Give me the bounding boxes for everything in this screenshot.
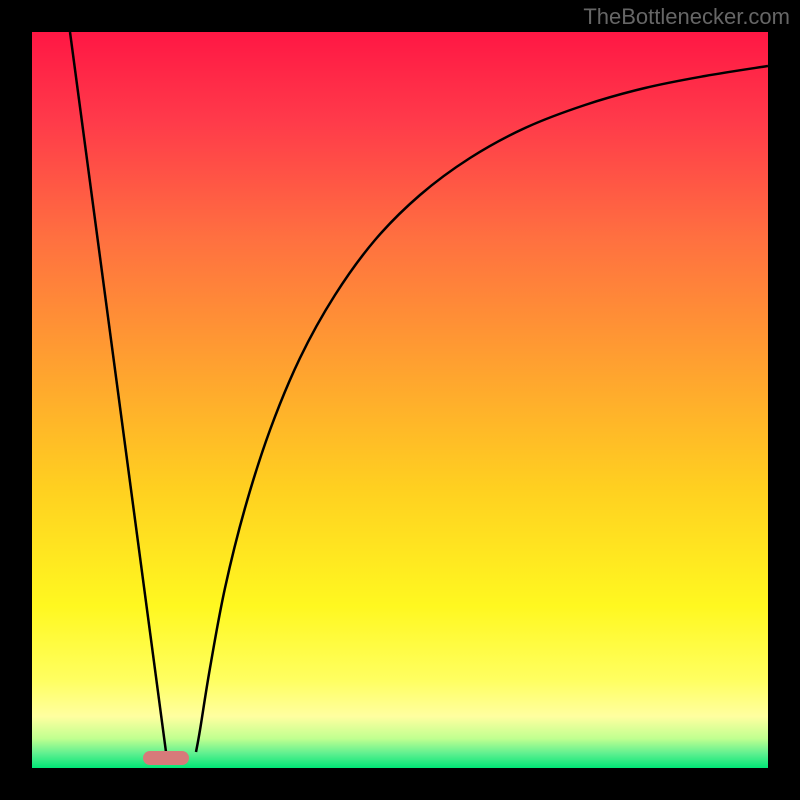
watermark-text: TheBottlenecker.com (583, 4, 790, 30)
optimal-marker (143, 751, 189, 765)
bottleneck-chart (0, 0, 800, 800)
chart-container: TheBottlenecker.com (0, 0, 800, 800)
plot-background (32, 32, 768, 768)
